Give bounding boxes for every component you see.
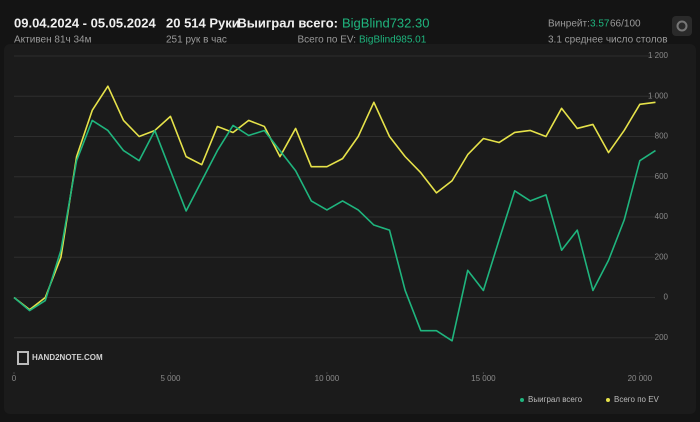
logo-icon — [17, 351, 29, 365]
dates: 09.04.2024 - 05.05.2024 — [14, 15, 156, 30]
x-tick-label: 15 000 — [471, 374, 496, 383]
legend-label: Выиграл всего — [528, 395, 583, 404]
y-tick-label: 600 — [655, 172, 669, 181]
legend-marker — [606, 398, 610, 402]
x-tick-label: 20 000 — [628, 374, 653, 383]
series-line — [13, 85, 656, 311]
winrate-sample: 66/100 — [610, 19, 641, 30]
won-value: BigBlind732.30 — [342, 15, 429, 30]
active-time: Активен 81ч 34м — [14, 35, 92, 46]
winrate-value: 3.57 — [590, 19, 610, 30]
y-tick-label: 200 — [655, 333, 669, 342]
y-tick-label: 1 000 — [648, 91, 669, 100]
series-line — [13, 119, 656, 342]
x-tick-label: 0 — [12, 374, 17, 383]
winrate-label: Винрейт: — [548, 19, 590, 30]
settings-icon — [676, 20, 688, 32]
won-label: Выиграл всего: — [237, 15, 338, 30]
y-tick-label: 0 — [664, 293, 669, 302]
y-tick-label: 800 — [655, 132, 669, 141]
legend-marker — [520, 398, 524, 402]
watermark: HAND2NOTE.COM — [32, 353, 103, 362]
y-tick-label: 400 — [655, 212, 669, 221]
x-tick-label: 10 000 — [315, 374, 340, 383]
ev-value: BigBlind985.01 — [359, 35, 427, 46]
tables: 3.1 среднее число столов — [548, 35, 668, 46]
plot: 1 200 1 000 800 600 400 200 0 200 0 5 000 10 000 15… — [12, 51, 669, 404]
x-tick-label: 5 000 — [160, 374, 181, 383]
settings-button[interactable] — [672, 16, 692, 36]
y-tick-label: 1 200 — [648, 51, 669, 60]
hands: 20 514 Руки — [166, 15, 240, 30]
chart-panel — [4, 44, 696, 414]
legend-label: Всего по EV — [614, 395, 660, 404]
hands-rate: 251 рук в час — [166, 35, 227, 46]
ev-label: Всего по EV: — [297, 35, 356, 46]
y-tick-label: 200 — [655, 252, 669, 261]
